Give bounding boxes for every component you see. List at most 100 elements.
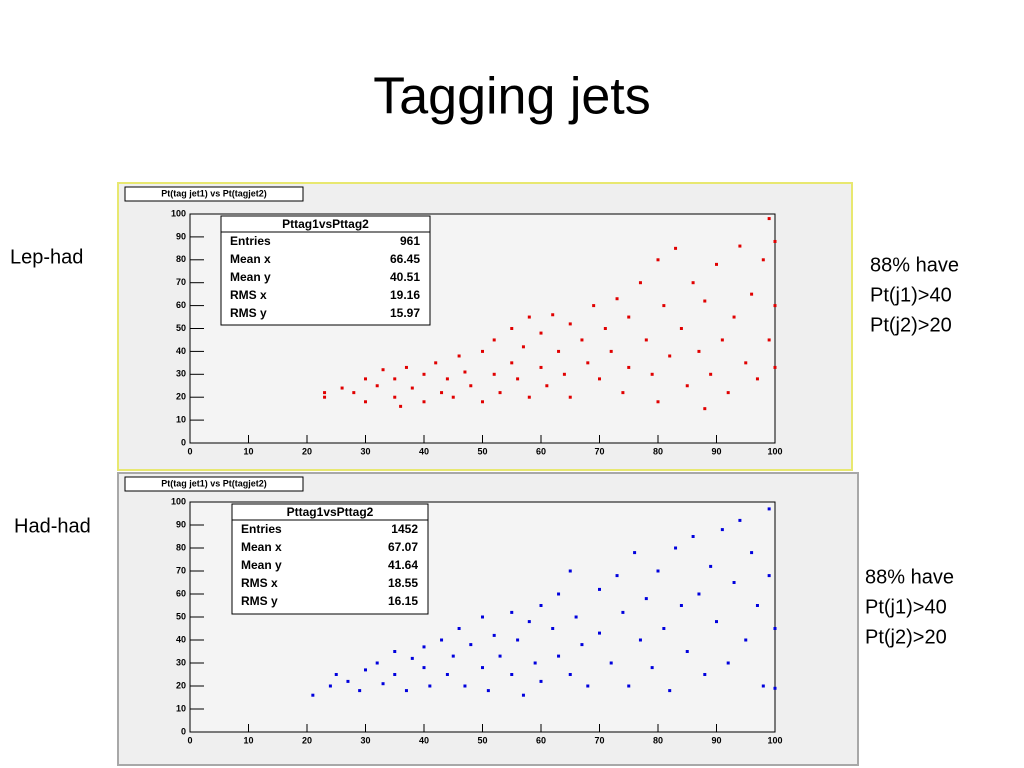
x-tick-label: 60 xyxy=(536,735,546,745)
point xyxy=(668,689,672,693)
point xyxy=(562,372,566,376)
point xyxy=(703,407,707,411)
annotation: 88% have xyxy=(865,566,954,588)
x-tick-label: 40 xyxy=(419,735,429,745)
point xyxy=(644,338,648,342)
point xyxy=(709,372,713,376)
point xyxy=(621,391,625,395)
x-tick-label: 0 xyxy=(187,446,192,456)
point xyxy=(463,684,467,688)
point xyxy=(334,673,338,676)
point xyxy=(422,666,426,670)
point xyxy=(521,345,525,349)
point xyxy=(510,361,514,365)
y-tick-label: 50 xyxy=(176,611,186,621)
point xyxy=(498,391,502,395)
point xyxy=(761,684,765,688)
stats-label: Mean x xyxy=(241,540,282,554)
side-label: Lep-had xyxy=(10,246,83,268)
point xyxy=(744,638,748,642)
slide-title: Tagging jets xyxy=(373,68,651,126)
stats-label: RMS y xyxy=(241,594,278,608)
y-tick-label: 0 xyxy=(181,726,186,736)
point xyxy=(440,391,444,395)
point xyxy=(750,551,754,555)
point xyxy=(358,689,362,693)
point xyxy=(539,331,543,335)
point xyxy=(685,650,689,653)
point xyxy=(527,315,531,319)
point xyxy=(539,365,543,369)
point xyxy=(375,661,379,665)
point xyxy=(679,327,683,330)
stats-value: 16.15 xyxy=(388,594,418,608)
point xyxy=(469,643,473,647)
point xyxy=(755,604,759,607)
point xyxy=(662,627,666,630)
stats-label: RMS x xyxy=(230,288,267,302)
point xyxy=(615,574,619,578)
point xyxy=(328,684,332,688)
stats-label: Entries xyxy=(230,234,271,248)
point xyxy=(609,349,613,353)
point xyxy=(697,349,701,353)
point xyxy=(609,661,613,665)
point xyxy=(773,304,777,308)
point xyxy=(720,528,724,532)
x-tick-label: 30 xyxy=(360,735,370,745)
y-tick-label: 90 xyxy=(176,231,186,241)
y-tick-label: 70 xyxy=(176,277,186,287)
point xyxy=(434,361,438,365)
point xyxy=(592,304,596,308)
point xyxy=(481,615,484,619)
y-tick-label: 10 xyxy=(176,414,186,424)
point xyxy=(381,682,385,686)
point xyxy=(586,361,590,365)
point xyxy=(492,633,496,637)
point xyxy=(516,638,520,642)
x-tick-label: 80 xyxy=(653,446,663,456)
point xyxy=(510,610,514,614)
stats-value: 41.64 xyxy=(388,558,418,572)
point xyxy=(463,370,467,374)
y-tick-label: 0 xyxy=(181,437,186,447)
stats-value: 66.45 xyxy=(390,252,420,266)
point xyxy=(498,654,502,658)
point xyxy=(410,386,414,390)
point xyxy=(364,377,367,381)
point xyxy=(445,673,449,676)
stats-value: 15.97 xyxy=(390,306,420,320)
point xyxy=(773,627,777,630)
point xyxy=(767,217,771,221)
y-tick-label: 10 xyxy=(176,703,186,713)
x-tick-label: 30 xyxy=(360,446,370,456)
point xyxy=(703,299,707,303)
point xyxy=(551,313,555,317)
title-tab xyxy=(124,476,304,492)
point xyxy=(744,361,748,365)
point xyxy=(574,615,578,619)
stats-label: Mean y xyxy=(241,558,282,572)
stats-value: 19.16 xyxy=(390,288,420,302)
point xyxy=(422,372,426,376)
point xyxy=(715,262,718,266)
point xyxy=(726,391,730,395)
point xyxy=(557,654,561,658)
point xyxy=(481,349,484,353)
point xyxy=(323,391,327,395)
x-tick-label: 100 xyxy=(767,735,782,745)
y-tick-label: 100 xyxy=(171,496,186,506)
x-tick-label: 80 xyxy=(653,735,663,745)
annotation: Pt(j2)>20 xyxy=(870,314,952,336)
point xyxy=(720,338,724,342)
y-tick-label: 80 xyxy=(176,254,186,264)
point xyxy=(557,349,561,353)
stats-label: Entries xyxy=(241,522,282,536)
point xyxy=(375,384,379,388)
side-label: Had-had xyxy=(14,515,91,537)
x-tick-label: 70 xyxy=(594,446,604,456)
point xyxy=(323,395,327,399)
annotation: Pt(j1)>40 xyxy=(870,284,952,306)
point xyxy=(545,384,549,388)
